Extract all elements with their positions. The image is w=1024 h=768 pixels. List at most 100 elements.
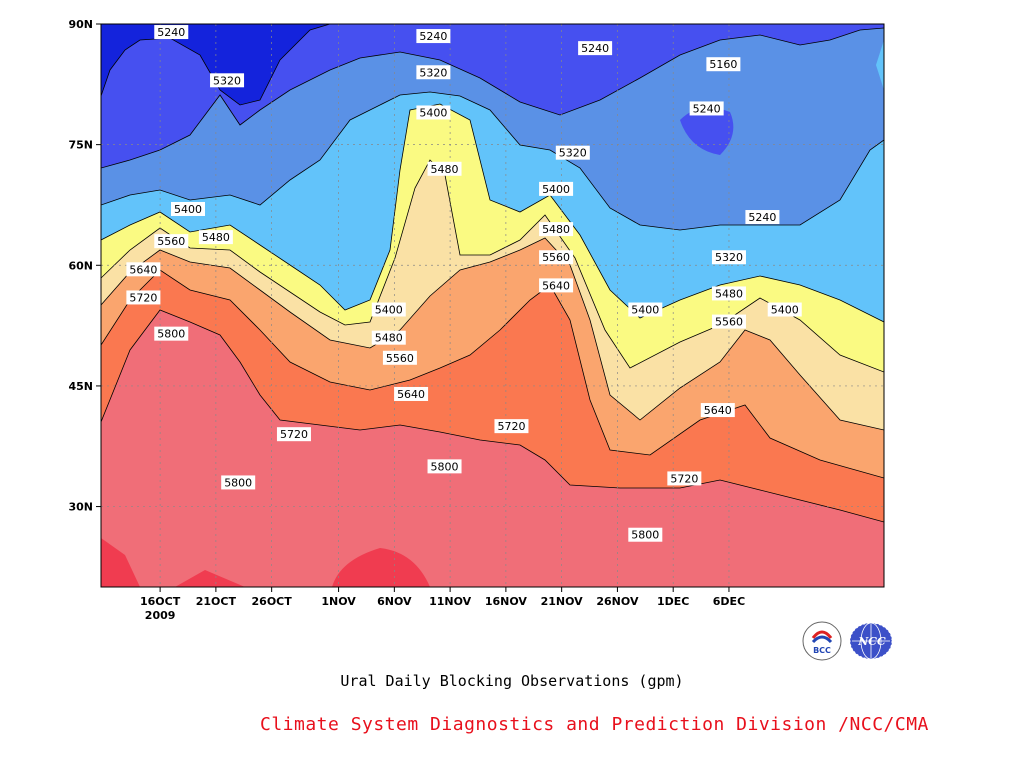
contour-label: 5640 bbox=[700, 403, 735, 418]
contour-label-text: 5640 bbox=[542, 279, 570, 292]
contour-labels: 5240 5320 5400 5480 5560 5640 5720 5800 5720 5800… bbox=[126, 25, 802, 542]
contour-label-bg bbox=[539, 250, 574, 265]
contour-label-text: 5320 bbox=[419, 66, 447, 79]
contour-label-text: 5800 bbox=[631, 529, 659, 542]
contour-line-5720 bbox=[101, 269, 884, 479]
contour-label-text: 5720 bbox=[280, 428, 308, 441]
contour-label: 5480 bbox=[371, 330, 406, 345]
contour-line-5320 bbox=[101, 27, 884, 169]
contour-label-text: 5240 bbox=[581, 42, 609, 55]
contour-label-text: 5720 bbox=[670, 472, 698, 485]
contour-label-bg bbox=[382, 350, 417, 365]
contour-label: 5480 bbox=[711, 286, 746, 301]
contour-label-bg bbox=[394, 386, 429, 401]
contour-label-text: 5720 bbox=[497, 420, 525, 433]
contour-label-text: 5800 bbox=[224, 476, 252, 489]
band-5800-5880 bbox=[101, 310, 884, 587]
contour-label: 5400 bbox=[628, 302, 663, 317]
contour-line-5400 bbox=[101, 91, 884, 231]
x-tick-label: 16OCT bbox=[140, 595, 181, 608]
contour-label-bg bbox=[154, 326, 189, 341]
contour-label-text: 5560 bbox=[715, 316, 743, 329]
contour-label: 5560 bbox=[154, 234, 189, 249]
contour-label-text: 5240 bbox=[419, 30, 447, 43]
contour-label-bg bbox=[689, 101, 724, 116]
contour-label-text: 5400 bbox=[771, 304, 799, 317]
contour-label: 5240 bbox=[745, 210, 780, 225]
contour-line-5800 bbox=[101, 309, 884, 523]
contour-label: 5240 bbox=[416, 29, 451, 44]
y-tick-label: 45N bbox=[68, 380, 93, 393]
contour-label: 5240 bbox=[689, 101, 724, 116]
contour-label: 5800 bbox=[154, 326, 189, 341]
contour-label-bg bbox=[706, 57, 741, 72]
contour-label-bg bbox=[416, 65, 451, 80]
contour-label: 5480 bbox=[427, 161, 462, 176]
contour-label-text: 5720 bbox=[129, 291, 157, 304]
contour-label: 5800 bbox=[628, 527, 663, 542]
contour-label-bg bbox=[427, 459, 462, 474]
contour-label-text: 5800 bbox=[431, 460, 459, 473]
x-year-label: 2009 bbox=[145, 609, 176, 622]
contour-label-bg bbox=[700, 403, 735, 418]
contour-label-bg bbox=[276, 427, 311, 442]
contour-label-bg bbox=[416, 105, 451, 120]
contour-label: 5800 bbox=[427, 459, 462, 474]
y-tick-label: 90N bbox=[68, 18, 93, 31]
contour-line-5640 bbox=[101, 237, 884, 431]
contour-label-text: 5480 bbox=[542, 223, 570, 236]
contour-label-text: 5560 bbox=[157, 235, 185, 248]
contour-label-text: 5240 bbox=[693, 102, 721, 115]
contour-label-text: 5320 bbox=[559, 147, 587, 160]
contour-label: 5720 bbox=[276, 427, 311, 442]
contour-label-text: 5800 bbox=[157, 328, 185, 341]
x-tick-label: 1NOV bbox=[321, 595, 356, 608]
contour-label-text: 5400 bbox=[375, 304, 403, 317]
contour-label-text: 5400 bbox=[631, 304, 659, 317]
contour-label-text: 5480 bbox=[431, 163, 459, 176]
contour-label-bg bbox=[371, 330, 406, 345]
plot-frame bbox=[100, 23, 885, 588]
contour-label: 5240 bbox=[154, 25, 189, 39]
contour-label-text: 5320 bbox=[715, 251, 743, 264]
x-tick-label: 16NOV bbox=[485, 595, 528, 608]
contour-label: 5400 bbox=[416, 105, 451, 120]
bcc-logo-text: BCC bbox=[813, 646, 831, 655]
contour-label-bg bbox=[371, 302, 406, 317]
y-tick-label: 60N bbox=[68, 259, 93, 272]
contour-label: 5560 bbox=[539, 250, 574, 265]
contour-label-bg bbox=[555, 145, 590, 160]
contour-label: 5400 bbox=[539, 181, 574, 196]
contour-label-bg bbox=[126, 290, 161, 305]
contour-label-text: 5480 bbox=[202, 231, 230, 244]
contour-label: 5160 bbox=[706, 57, 741, 72]
x-tick-label: 11NOV bbox=[429, 595, 472, 608]
contour-label: 5560 bbox=[382, 350, 417, 365]
contour-label-text: 5640 bbox=[129, 263, 157, 276]
contour-label-text: 5400 bbox=[419, 106, 447, 119]
y-tick-label: 75N bbox=[68, 139, 93, 152]
contour-label: 5800 bbox=[221, 475, 256, 490]
band-5400-5480 bbox=[876, 40, 884, 90]
contour-label-text: 5640 bbox=[397, 388, 425, 401]
ncc-logo-text: NCC bbox=[857, 635, 886, 648]
contour-label: 5320 bbox=[210, 73, 245, 88]
contour-label-bg bbox=[711, 286, 746, 301]
contour-label: 5320 bbox=[711, 250, 746, 265]
x-axis: 16OCT 21OCT 26OCT 1NOV 6NOV 11NOV 16NOV 21NOV 26… bbox=[140, 587, 745, 622]
contour-label-text: 5240 bbox=[157, 26, 185, 39]
band-above-5880 bbox=[175, 570, 245, 587]
contour-label-bg bbox=[427, 161, 462, 176]
contour-label-bg bbox=[221, 475, 256, 490]
contour-label-bg bbox=[154, 234, 189, 249]
contour-label: 5640 bbox=[394, 386, 429, 401]
x-tick-label: 6NOV bbox=[377, 595, 412, 608]
contour-label-text: 5320 bbox=[213, 74, 241, 87]
contour-label-bg bbox=[711, 250, 746, 265]
y-axis: 90N 75N 60N 45N 30N bbox=[68, 18, 101, 514]
chart-title: Ural Daily Blocking Observations (gpm) bbox=[340, 672, 684, 690]
band-5240-5320 bbox=[680, 107, 734, 155]
contour-label: 5720 bbox=[494, 419, 529, 434]
contour-label-text: 5640 bbox=[704, 404, 732, 417]
contour-label-bg bbox=[416, 29, 451, 44]
